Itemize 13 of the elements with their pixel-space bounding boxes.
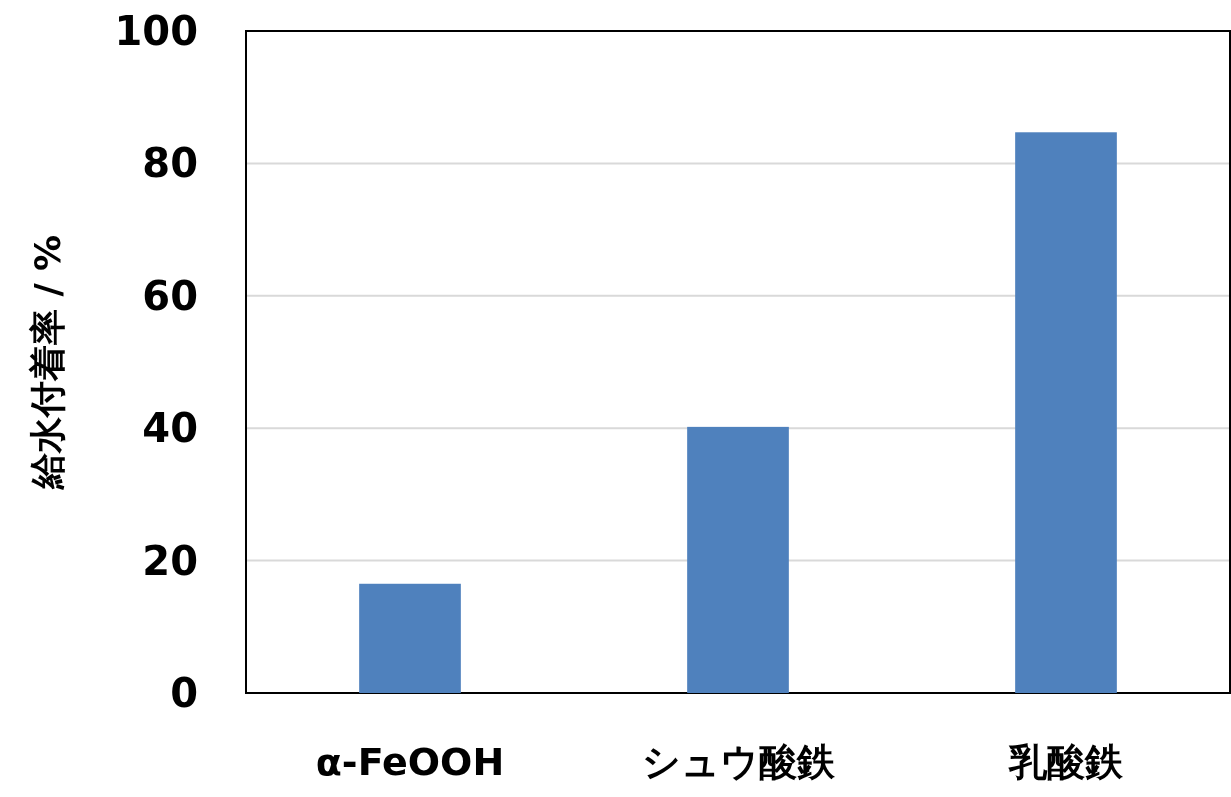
bar — [687, 426, 789, 693]
y-tick-label: 20 — [142, 537, 198, 584]
y-axis-title: 給水付着率 / % — [27, 234, 68, 491]
bar — [1015, 132, 1117, 693]
bar — [359, 583, 461, 693]
y-tick-label: 80 — [142, 140, 198, 187]
y-tick-label: 40 — [142, 405, 198, 452]
x-tick-label: α-FeOOH — [315, 740, 505, 784]
y-tick-label: 0 — [170, 670, 198, 716]
x-tick-label: シュウ酸鉄 — [641, 740, 836, 784]
x-tick-label: 乳酸鉄 — [1008, 740, 1124, 784]
y-tick-label: 100 — [114, 8, 198, 54]
y-tick-label: 60 — [142, 272, 198, 319]
